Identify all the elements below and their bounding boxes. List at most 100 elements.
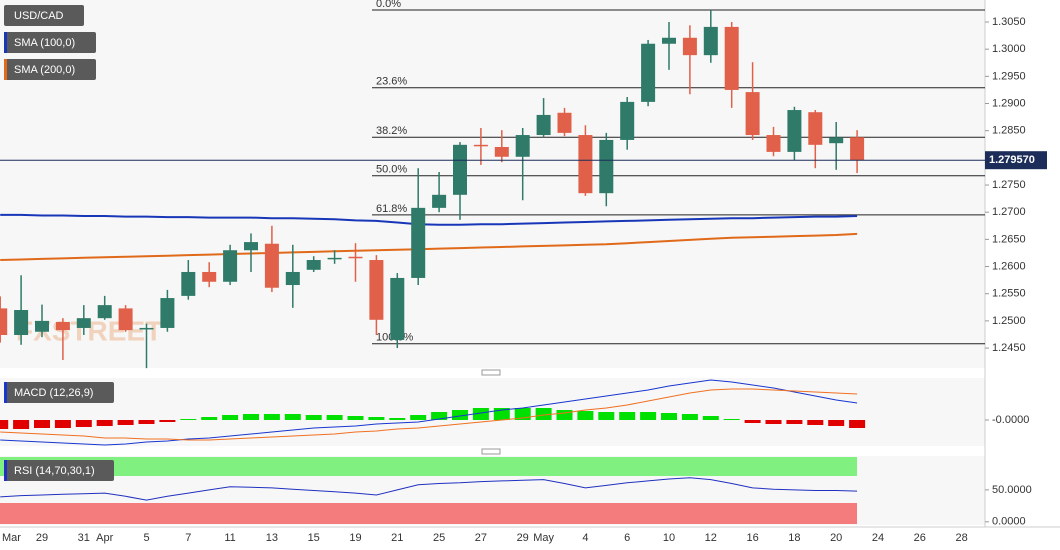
candle-body: [578, 135, 593, 194]
histogram-bar: [431, 412, 448, 420]
y-tick-label: 1.2650: [992, 233, 1026, 245]
candle-body: [787, 110, 802, 152]
fib-label: 0.0%: [376, 0, 401, 10]
histogram-bar: [243, 414, 259, 420]
candle-body: [223, 250, 238, 282]
histogram-bar: [723, 419, 740, 420]
y-tick-label: 1.2900: [992, 97, 1026, 109]
legend-box[interactable]: [4, 59, 96, 80]
legend-title: USD/CAD: [14, 10, 64, 22]
candle-body: [745, 92, 760, 136]
x-tick-label: 10: [663, 532, 675, 544]
legend-box[interactable]: [4, 460, 114, 481]
legend-entry: SMA (200,0): [14, 64, 75, 76]
x-tick-label: Mar: [2, 532, 21, 544]
x-tick-label: 20: [830, 532, 842, 544]
x-tick-label: 5: [143, 532, 149, 544]
x-tick-label: 28: [955, 532, 967, 544]
candle-body: [160, 298, 175, 328]
candle-body: [35, 320, 49, 332]
candle-body: [515, 135, 530, 157]
legend-swatch: [4, 382, 7, 403]
indicator-title: MACD (12,26,9): [14, 387, 93, 399]
x-tick-label: Apr: [96, 532, 113, 544]
candle-body: [599, 139, 614, 194]
histogram-bar: [13, 420, 30, 429]
candle-body: [97, 305, 112, 319]
histogram-bar: [0, 420, 9, 429]
fib-label: 61.8%: [376, 203, 407, 215]
series-line: [0, 213, 858, 226]
x-tick-label: 15: [308, 532, 320, 544]
candle-body: [55, 321, 70, 331]
candle-body: [766, 135, 781, 152]
candle-body: [411, 207, 426, 278]
series-line: [0, 388, 858, 441]
y-tick-label: 1.3050: [992, 16, 1026, 28]
histogram-bar: [284, 414, 301, 420]
histogram-bar: [765, 420, 782, 424]
candle-body: [327, 257, 342, 260]
candle-body: [14, 310, 29, 336]
y-tick-label: 1.2700: [992, 206, 1026, 218]
histogram-bar: [159, 420, 176, 422]
series-line: [0, 232, 858, 261]
legend-box[interactable]: [4, 382, 114, 403]
y-tick-label: 50.0000: [992, 484, 1032, 496]
candle-body: [285, 271, 300, 286]
candle-body: [850, 137, 865, 161]
histogram-bar: [472, 408, 489, 420]
x-tick-label: 19: [349, 532, 361, 544]
legend-box[interactable]: [4, 32, 96, 53]
x-tick-label: 25: [433, 532, 445, 544]
x-tick-label: 4: [582, 532, 588, 544]
histogram-bar: [640, 412, 657, 420]
x-tick-label: 21: [391, 532, 403, 544]
candle-body: [118, 308, 133, 331]
candle-body: [0, 308, 8, 336]
y-tick-label: 1.2450: [992, 342, 1026, 354]
candle-body: [453, 144, 467, 195]
x-tick-label: 29: [36, 532, 48, 544]
x-tick-label: 18: [788, 532, 800, 544]
y-tick-label: 1.2600: [992, 260, 1026, 272]
legend-swatch: [4, 59, 7, 80]
histogram-bar: [744, 420, 761, 423]
candle-body: [139, 327, 154, 330]
histogram-bar: [326, 415, 343, 420]
histogram-bar: [389, 418, 406, 420]
series-line: [0, 379, 858, 446]
candle-body: [348, 256, 363, 259]
legend-box[interactable]: [4, 5, 84, 26]
histogram-bar: [452, 410, 468, 420]
candle-body: [390, 277, 405, 340]
fib-label: 23.6%: [376, 76, 407, 88]
candle-body: [682, 37, 697, 56]
histogram-bar: [201, 417, 218, 420]
panel-handle[interactable]: [481, 448, 501, 455]
histogram-bar: [368, 417, 385, 420]
histogram-bar: [619, 412, 636, 420]
candle-body: [473, 144, 488, 147]
macd-panel: [0, 378, 985, 446]
last-price-box: [985, 151, 1047, 170]
candle-body: [306, 260, 321, 270]
x-tick-label: 16: [746, 532, 758, 544]
candle-body: [641, 43, 656, 102]
x-tick-label: 11: [224, 532, 235, 544]
candle-body: [369, 260, 384, 320]
histogram-bar: [598, 412, 615, 420]
x-tick-label: 27: [475, 532, 487, 544]
x-tick-label: 29: [517, 532, 529, 544]
panel-handle[interactable]: [481, 369, 501, 376]
legend-swatch: [4, 32, 7, 53]
histogram-bar: [849, 420, 866, 428]
histogram-bar: [75, 420, 92, 427]
x-tick-label: 26: [914, 532, 926, 544]
histogram-bar: [661, 413, 677, 420]
y-tick-label: -0.0000: [992, 414, 1029, 426]
candle-body: [76, 318, 91, 328]
candle-body: [829, 137, 844, 144]
candle-body: [808, 112, 823, 145]
histogram-bar: [807, 420, 824, 425]
